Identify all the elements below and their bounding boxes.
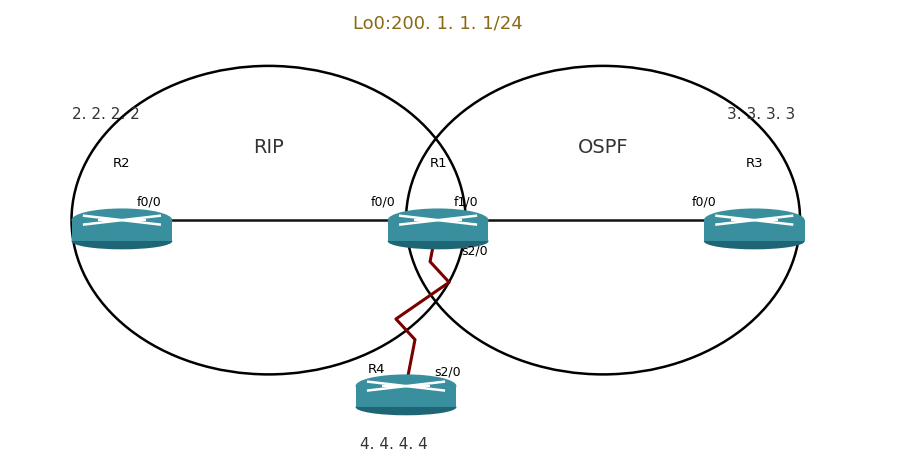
Text: f0/0: f0/0 <box>371 196 396 209</box>
Text: Lo0:200. 1. 1. 1/24: Lo0:200. 1. 1. 1/24 <box>353 15 523 33</box>
FancyBboxPatch shape <box>72 220 172 241</box>
FancyBboxPatch shape <box>356 386 456 407</box>
Ellipse shape <box>387 209 489 232</box>
Text: R1: R1 <box>430 157 447 170</box>
Text: f0/0: f0/0 <box>137 196 161 209</box>
Ellipse shape <box>703 233 805 249</box>
Text: RIP: RIP <box>254 138 284 157</box>
Text: s2/0: s2/0 <box>434 366 461 378</box>
FancyBboxPatch shape <box>387 220 489 241</box>
Ellipse shape <box>356 399 456 415</box>
Ellipse shape <box>387 233 489 249</box>
Ellipse shape <box>356 375 456 398</box>
Text: f0/0: f0/0 <box>692 196 716 209</box>
Text: R2: R2 <box>113 157 131 170</box>
Ellipse shape <box>703 209 805 232</box>
Text: 2. 2. 2. 2: 2. 2. 2. 2 <box>72 107 139 123</box>
FancyBboxPatch shape <box>703 220 805 241</box>
Ellipse shape <box>72 233 172 249</box>
Text: 3. 3. 3. 3: 3. 3. 3. 3 <box>727 107 795 123</box>
Text: s2/0: s2/0 <box>461 244 488 257</box>
Text: R4: R4 <box>368 363 385 376</box>
Text: OSPF: OSPF <box>578 138 629 157</box>
Text: f1/0: f1/0 <box>454 196 478 209</box>
Text: 4. 4. 4. 4: 4. 4. 4. 4 <box>361 437 428 452</box>
Ellipse shape <box>72 209 172 232</box>
Text: R3: R3 <box>746 157 763 170</box>
